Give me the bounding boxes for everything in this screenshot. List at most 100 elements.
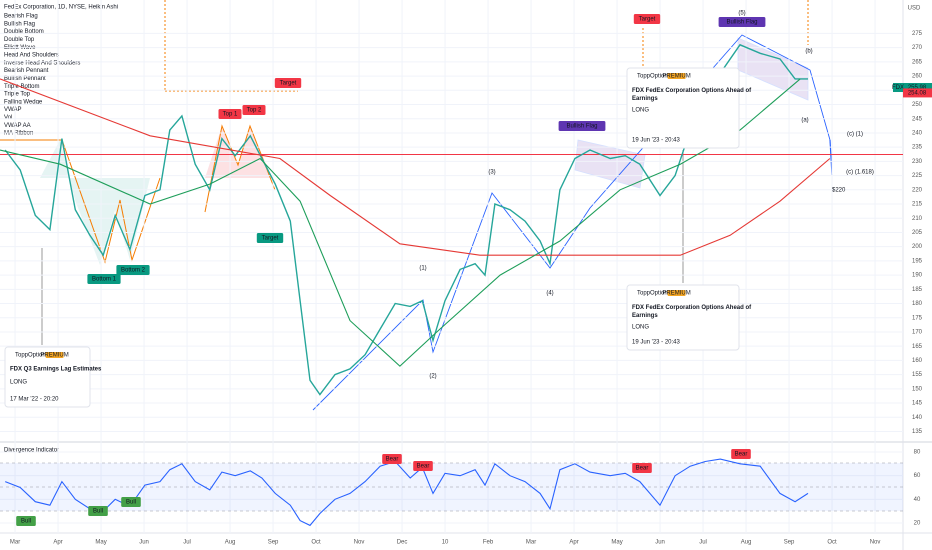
x-tick-label: 10 <box>442 540 449 546</box>
card-date: 19 Jun '23 - 20:43 <box>632 138 681 144</box>
x-tick-label: Sep <box>268 540 279 546</box>
annotation-box <box>121 497 141 507</box>
annotation-box <box>633 14 661 24</box>
annotation-label: Top 2 <box>247 108 262 114</box>
y-tick-label: 195 <box>912 258 923 264</box>
annotation-label: Bear <box>636 466 649 472</box>
card-badge-label: PREMIUM <box>40 353 68 359</box>
y-tick-label: 140 <box>912 415 923 421</box>
annotation-box <box>116 265 150 275</box>
indicator-name: Bearish Flag <box>4 14 38 20</box>
idea-card <box>626 67 740 149</box>
annotation-label: Bull <box>21 519 31 525</box>
y-tick-label: 40 <box>914 497 921 503</box>
x-tick-label: Jul <box>699 540 707 546</box>
card-signal: LONG <box>632 108 649 114</box>
indicator-name: Falling Wedge <box>4 99 43 105</box>
annotation-label: (c) (1.618) <box>846 170 874 176</box>
x-tick-label: Apr <box>53 540 62 546</box>
indicator-name: Head And Shoulders <box>4 53 59 59</box>
indicator-name: Double Top <box>4 37 35 43</box>
card-brand: ToppOptions <box>15 353 49 359</box>
y-tick-label: 80 <box>914 450 921 456</box>
card-brand: ToppOptions <box>637 291 671 297</box>
bullish-flag-zone <box>737 37 809 101</box>
annotation-label: Top 1 <box>223 112 238 118</box>
y-tick-label: 270 <box>912 45 923 51</box>
annotation-label: (1) <box>419 266 426 272</box>
y-tick-label: 165 <box>912 344 923 350</box>
price-tag-symbol <box>893 83 903 93</box>
x-tick-label: Jun <box>139 540 149 546</box>
y-tick-label: 60 <box>914 473 921 479</box>
annotation-box <box>558 121 606 131</box>
y-tick-label: 20 <box>914 521 921 527</box>
annotation-label: (5) <box>738 11 745 17</box>
annotation-box <box>632 463 652 473</box>
x-tick-label: Mar <box>10 540 20 546</box>
card-badge <box>667 290 686 296</box>
annotation-label: Target <box>639 17 656 23</box>
annotation-label: Bull <box>126 500 136 506</box>
indicator-name: MA Ribbon <box>4 131 33 137</box>
card-title: FDX FedEx Corporation Options Ahead of Ea… <box>632 88 752 102</box>
price-tag <box>903 83 932 93</box>
indicator-name: Double Bottom <box>4 29 44 35</box>
x-tick-label: Nov <box>354 540 365 546</box>
card-date: 17 Mar '22 - 20:20 <box>10 397 59 403</box>
indicator-name: Triple Top <box>4 92 31 98</box>
x-tick-label: May <box>95 540 106 546</box>
annotation-box <box>413 461 433 471</box>
price-tag-symbol-label: FDX <box>892 85 904 91</box>
annotation-label: Bullish Flag <box>566 124 597 130</box>
series-line <box>4 43 808 396</box>
card-badge-label: PREMIUM <box>662 74 690 80</box>
indicator-name: VWAP <box>4 107 21 113</box>
y-tick-label: 265 <box>912 59 923 65</box>
y-tick-label: 185 <box>912 287 923 293</box>
y-tick-label: 200 <box>912 244 923 250</box>
y-tick-label: 245 <box>912 116 923 122</box>
card-title: FDX Q3 Earnings Lag Estimates <box>10 367 102 373</box>
card-brand: ToppOptions <box>637 74 671 80</box>
annotation-box <box>218 109 242 119</box>
annotation-box <box>242 105 266 115</box>
annotation-box <box>718 17 766 27</box>
annotation-label: Bottom 2 <box>121 268 146 274</box>
card-badge <box>45 352 64 358</box>
x-tick-label: May <box>611 540 622 546</box>
annotation-label: (c) (1) <box>847 132 863 138</box>
annotation-label: Bear <box>735 452 748 458</box>
y-tick-label: 135 <box>912 429 923 435</box>
idea-card <box>4 346 91 408</box>
y-tick-label: 235 <box>912 145 923 151</box>
card-signal: LONG <box>632 325 649 331</box>
annotation-label: (2) <box>429 374 436 380</box>
annotation-label: (4) <box>546 291 553 297</box>
indicator-panel <box>0 443 903 533</box>
y-tick-label: 225 <box>912 173 923 179</box>
annotation-box <box>16 516 36 526</box>
price-tag <box>903 88 932 98</box>
y-tick-label: 260 <box>912 74 923 80</box>
x-tick-label: Feb <box>483 540 494 546</box>
series-line <box>0 78 831 256</box>
y-tick-label: 240 <box>912 131 923 137</box>
price-tag-value: 254.08 <box>908 90 927 96</box>
x-tick-label: Oct <box>827 540 837 546</box>
y-tick-label: 150 <box>912 386 923 392</box>
indicator-title: Divergence Indicator <box>4 448 59 454</box>
annotation-label: (3) <box>488 170 495 176</box>
annotation-label: (a) <box>801 118 808 124</box>
indicator-name: Vol <box>4 115 12 121</box>
currency: USD <box>908 6 921 12</box>
indicator-name: Inverse Head And Shoulders <box>4 60 80 66</box>
x-tick-label: Dec <box>397 540 408 546</box>
card-badge <box>667 73 686 79</box>
card-signal: LONG <box>10 380 27 386</box>
chart-header: FedEx Corporation, 1D, NYSE, Heikin Ashi <box>4 5 118 11</box>
indicator-name: Bullish Pennant <box>4 76 46 82</box>
idea-card <box>626 284 740 351</box>
y-tick-label: 180 <box>912 301 923 307</box>
x-tick-label: Oct <box>311 540 321 546</box>
